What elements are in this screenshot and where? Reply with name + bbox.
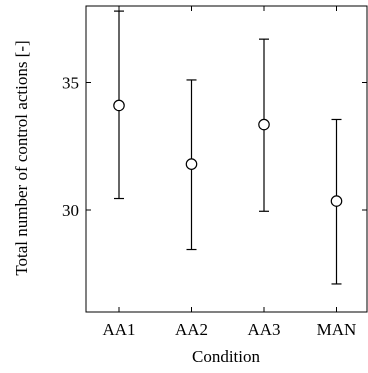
x-axis-label: Condition — [192, 347, 261, 366]
y-tick-label: 30 — [62, 201, 79, 220]
plot-frame — [85, 5, 368, 313]
x-tick-label: AA3 — [247, 320, 280, 339]
x-tick-label: AA1 — [102, 320, 135, 339]
plot-area: 30 35 AA1 AA2 AA3 MAN — [62, 5, 368, 339]
mean-point — [258, 118, 270, 131]
mean-point — [113, 99, 125, 112]
y-axis-label: Total number of control actions [-] — [12, 40, 31, 275]
mean-point — [185, 158, 198, 170]
y-tick-label: 35 — [62, 74, 79, 93]
x-tick-label: MAN — [317, 320, 357, 339]
x-tick-label: AA2 — [175, 320, 208, 339]
mean-point — [330, 195, 343, 207]
